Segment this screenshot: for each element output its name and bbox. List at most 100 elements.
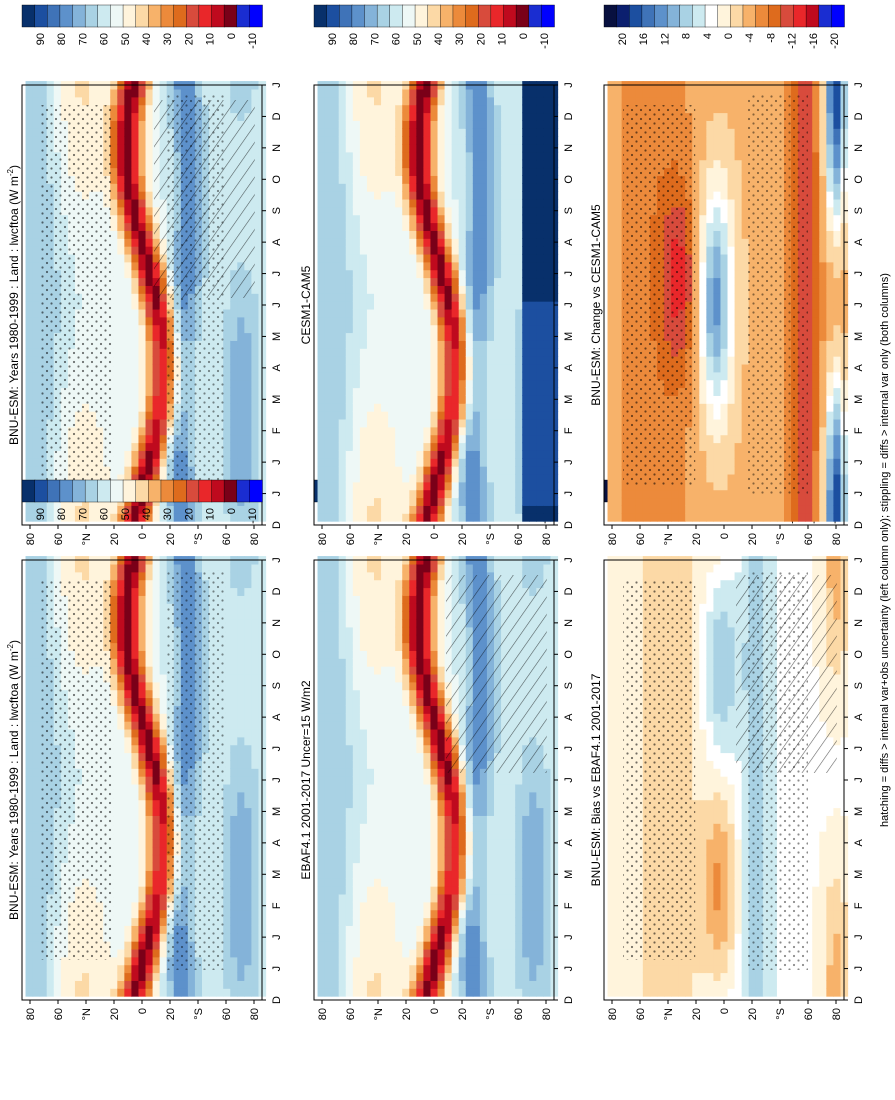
heat-cell [230, 760, 238, 769]
heat-cell [223, 332, 231, 341]
heat-cell [230, 768, 238, 777]
heat-cell [374, 964, 382, 974]
heat-cell [366, 752, 375, 761]
heat-cell [430, 948, 439, 958]
heat-cell [244, 878, 253, 887]
heat-cell [366, 815, 375, 824]
heat-cell [194, 88, 203, 98]
heat-cell [124, 697, 133, 706]
heat-cell [131, 736, 140, 746]
heat-cell [409, 618, 417, 628]
heat-cell [402, 642, 410, 651]
heat-cell [324, 838, 333, 848]
heat-cell [381, 728, 389, 738]
heat-cell [110, 340, 118, 349]
heat-cell [324, 611, 333, 620]
heat-cell [124, 183, 133, 192]
heat-cell [230, 650, 238, 659]
heat-cell [223, 768, 231, 777]
heat-cell [251, 316, 260, 326]
heat-cell [138, 246, 147, 255]
heat-cell [124, 681, 133, 691]
heat-cell [202, 988, 210, 997]
heat-cell [131, 870, 140, 879]
heat-cell [366, 941, 375, 950]
heat-cell [416, 799, 425, 809]
heat-cell [317, 776, 326, 785]
heat-cell [25, 395, 34, 404]
heat-cell [25, 340, 34, 349]
heat-cell [244, 571, 253, 581]
heat-cell [230, 980, 238, 989]
heat-cell [395, 948, 403, 958]
heat-cell [60, 956, 69, 966]
heat-cell [32, 948, 41, 958]
heat-cell [416, 744, 425, 754]
heat-cell [409, 603, 417, 612]
heat-cell [423, 681, 432, 691]
heat-cell [223, 466, 231, 475]
heat-cell [317, 658, 326, 667]
heat-cell [25, 466, 34, 475]
heat-cell [416, 666, 425, 675]
heat-cell [251, 831, 260, 840]
heat-cell [32, 395, 41, 404]
stippling [41, 580, 114, 960]
heat-cell [110, 744, 118, 754]
heat-cell [131, 434, 140, 444]
heat-cell [152, 901, 161, 911]
heat-cell [430, 823, 439, 832]
heat-cell [402, 697, 410, 706]
heat-cell [409, 972, 417, 981]
heat-cell [423, 948, 432, 958]
heat-cell [209, 563, 217, 573]
heat-cell [338, 736, 347, 746]
heat-cell [251, 925, 260, 934]
heat-cell [423, 831, 432, 840]
heat-cell [366, 579, 375, 589]
heat-cell [230, 603, 238, 612]
heat-cell [416, 893, 425, 903]
heat-cell [159, 831, 168, 840]
heat-cell [159, 363, 168, 373]
heat-cell [338, 886, 347, 895]
heat-cell [366, 721, 375, 730]
heat-cell [324, 626, 333, 636]
heat-cell [166, 988, 175, 997]
heat-cell [138, 513, 147, 522]
heat-cell [409, 611, 417, 620]
heat-cell [388, 611, 396, 620]
heat-cell [437, 972, 446, 981]
heat-cell [251, 721, 260, 730]
heat-cell [138, 285, 147, 294]
heat-cell [39, 964, 48, 974]
heat-cell [110, 285, 118, 294]
heat-cell [402, 870, 410, 879]
month-tick-label: D [271, 996, 283, 1004]
heat-cell [25, 956, 34, 966]
heat-cell [430, 618, 439, 628]
heat-cell [117, 269, 125, 279]
heat-cell [251, 222, 260, 231]
heat-cell [381, 815, 389, 824]
heat-cell [216, 563, 224, 573]
heat-cell [138, 191, 147, 200]
heat-cell [331, 956, 340, 966]
heat-cell [409, 791, 417, 801]
heat-cell [251, 988, 260, 997]
heat-cell [402, 917, 410, 926]
heat-cell [381, 666, 389, 675]
heat-cell [409, 579, 417, 589]
heat-cell [110, 411, 118, 420]
heat-cell [324, 901, 333, 911]
heat-cell [237, 980, 245, 989]
heat-cell [251, 752, 260, 761]
heat-cell [366, 807, 375, 816]
heat-cell [223, 870, 231, 879]
colorbar-swatch [186, 479, 200, 503]
heat-cell [244, 371, 253, 381]
heat-cell [124, 634, 133, 644]
heat-cell [359, 972, 368, 981]
heat-cell [152, 442, 161, 451]
heat-cell [152, 403, 161, 412]
